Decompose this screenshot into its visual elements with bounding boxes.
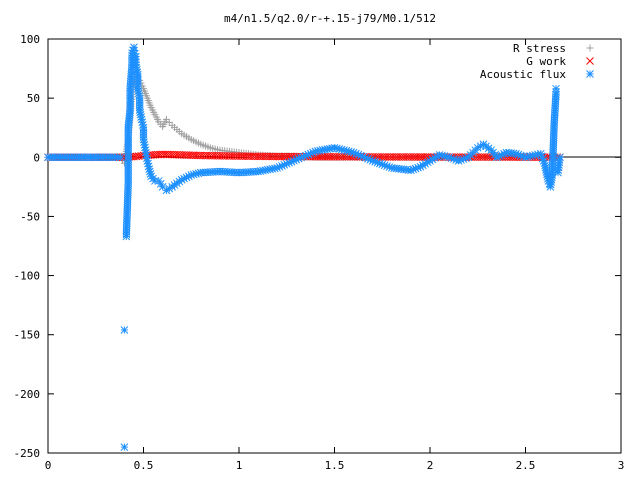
data-point bbox=[552, 84, 560, 93]
plot-frame bbox=[47, 38, 622, 454]
legend-marker bbox=[586, 70, 594, 78]
data-point bbox=[120, 443, 129, 451]
data-point bbox=[165, 184, 174, 193]
x-tick-label: 2.5 bbox=[516, 459, 536, 472]
data-point bbox=[497, 151, 506, 159]
x-tick-label: 3 bbox=[618, 459, 625, 472]
x-tick-label: 1.5 bbox=[325, 459, 345, 472]
legend-label: G work bbox=[526, 55, 566, 68]
data-point bbox=[162, 115, 170, 123]
data-point bbox=[165, 118, 173, 126]
x-tick-label: 0 bbox=[45, 459, 52, 472]
data-point bbox=[120, 326, 129, 334]
y-tick-label: -50 bbox=[20, 210, 40, 223]
x-tick-label: 1 bbox=[236, 459, 243, 472]
data-point bbox=[116, 153, 125, 162]
legend-label: Acoustic flux bbox=[480, 68, 566, 81]
legend-marker bbox=[586, 44, 594, 52]
y-tick-label: -200 bbox=[14, 388, 41, 401]
data-point bbox=[556, 153, 564, 162]
series-acoustic-flux bbox=[44, 43, 564, 451]
y-tick-label: -100 bbox=[14, 270, 41, 283]
y-tick-label: 50 bbox=[27, 92, 40, 105]
y-ticks: 100 50 0 -50 -100 -150 -200 -250 bbox=[14, 33, 621, 460]
legend-marker bbox=[586, 57, 594, 65]
chart-title: m4/n1.5/q2.0/r-+.15-j79/M0.1/512 bbox=[224, 12, 436, 25]
x-tick-label: 0.5 bbox=[134, 459, 154, 472]
y-tick-label: -150 bbox=[14, 329, 41, 342]
series-layer bbox=[44, 43, 564, 451]
legend-label: R stress bbox=[513, 42, 566, 55]
series-r-stress bbox=[44, 70, 564, 167]
x-tick-label: 2 bbox=[427, 459, 434, 472]
y-tick-label: 0 bbox=[33, 151, 40, 164]
x-ticks: 0 0.5 1 1.5 2 2.5 3 bbox=[45, 39, 625, 472]
y-tick-label: 100 bbox=[20, 33, 40, 46]
y-tick-label: -250 bbox=[14, 447, 41, 460]
